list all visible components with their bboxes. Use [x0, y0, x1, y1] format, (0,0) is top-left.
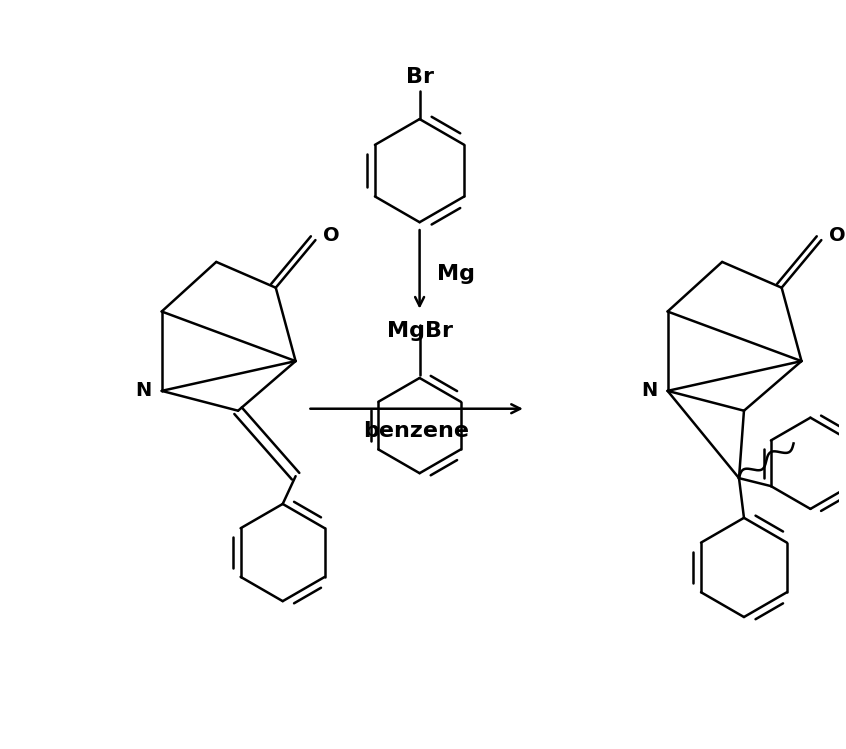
Text: MgBr: MgBr — [387, 321, 453, 342]
Text: Br: Br — [405, 67, 434, 88]
Text: O: O — [829, 225, 846, 245]
Text: Mg: Mg — [437, 264, 475, 284]
Text: O: O — [323, 225, 340, 245]
Text: N: N — [641, 381, 657, 401]
Text: benzene: benzene — [364, 421, 470, 440]
Text: N: N — [135, 381, 151, 401]
